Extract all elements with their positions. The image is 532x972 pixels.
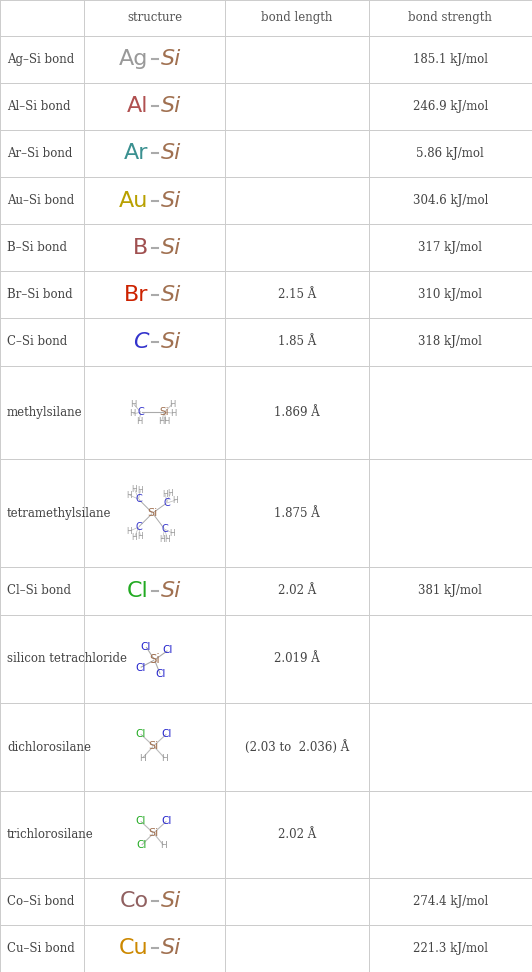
Text: bond length: bond length xyxy=(261,12,332,24)
Text: Cl: Cl xyxy=(135,663,145,673)
Text: 381 kJ/mol: 381 kJ/mol xyxy=(418,584,483,598)
Text: dichlorosilane: dichlorosilane xyxy=(7,741,91,753)
Text: H: H xyxy=(159,417,165,426)
Text: structure: structure xyxy=(127,12,182,24)
Text: Si: Si xyxy=(149,653,160,667)
Text: H: H xyxy=(138,486,144,495)
Text: H: H xyxy=(173,496,178,504)
Text: 5.86 kJ/mol: 5.86 kJ/mol xyxy=(417,147,484,160)
Text: bond strength: bond strength xyxy=(409,12,492,24)
Text: B: B xyxy=(134,238,148,258)
Text: H: H xyxy=(160,841,167,850)
Text: Cl–Si bond: Cl–Si bond xyxy=(7,584,71,598)
Text: H: H xyxy=(139,753,146,762)
Text: Si: Si xyxy=(161,938,181,958)
Text: 2.02 Å: 2.02 Å xyxy=(278,584,316,598)
Text: 185.1 kJ/mol: 185.1 kJ/mol xyxy=(413,52,488,66)
Text: C: C xyxy=(135,494,142,504)
Text: Si: Si xyxy=(161,331,181,352)
Text: Cl: Cl xyxy=(136,840,147,850)
Text: Co–Si bond: Co–Si bond xyxy=(7,895,74,908)
Text: Br: Br xyxy=(124,285,148,305)
Text: 221.3 kJ/mol: 221.3 kJ/mol xyxy=(413,942,488,955)
Text: Si: Si xyxy=(160,407,169,417)
Text: H: H xyxy=(163,417,169,426)
Text: Ag: Ag xyxy=(119,50,148,69)
Text: Si: Si xyxy=(161,50,181,69)
Text: Cl: Cl xyxy=(127,581,148,601)
Text: Si: Si xyxy=(161,581,181,601)
Text: Cl: Cl xyxy=(161,729,172,739)
Text: 1.875 Å: 1.875 Å xyxy=(274,506,320,520)
Text: (2.03 to  2.036) Å: (2.03 to 2.036) Å xyxy=(245,740,349,754)
Text: silicon tetrachloride: silicon tetrachloride xyxy=(7,652,127,666)
Text: H: H xyxy=(138,532,144,540)
Text: C: C xyxy=(133,331,148,352)
Text: Cl: Cl xyxy=(135,729,146,739)
Text: H: H xyxy=(163,490,169,499)
Text: Cu–Si bond: Cu–Si bond xyxy=(7,942,75,955)
Text: H: H xyxy=(169,399,176,408)
Text: Au–Si bond: Au–Si bond xyxy=(7,194,74,207)
Text: 2.15 Å: 2.15 Å xyxy=(278,289,316,301)
Text: Ar–Si bond: Ar–Si bond xyxy=(7,147,72,160)
Text: methylsilane: methylsilane xyxy=(7,405,82,419)
Text: Si: Si xyxy=(161,96,181,117)
Text: 1.85 Å: 1.85 Å xyxy=(278,335,316,348)
Text: H: H xyxy=(127,491,132,500)
Text: C: C xyxy=(161,524,168,535)
Text: 2.02 Å: 2.02 Å xyxy=(278,828,316,841)
Text: Cu: Cu xyxy=(119,938,148,958)
Text: 317 kJ/mol: 317 kJ/mol xyxy=(418,241,483,254)
Text: Co: Co xyxy=(119,891,148,912)
Text: H: H xyxy=(132,533,137,541)
Text: H: H xyxy=(130,399,137,408)
Text: Ag–Si bond: Ag–Si bond xyxy=(7,52,74,66)
Text: H: H xyxy=(161,753,168,762)
Text: Si: Si xyxy=(161,144,181,163)
Text: Cl: Cl xyxy=(161,816,172,826)
Text: H: H xyxy=(170,408,177,418)
Text: H: H xyxy=(130,409,136,419)
Text: H: H xyxy=(165,535,170,543)
Text: H: H xyxy=(127,527,132,536)
Text: Si: Si xyxy=(161,891,181,912)
Text: H: H xyxy=(136,417,142,426)
Text: B–Si bond: B–Si bond xyxy=(7,241,67,254)
Text: Cl: Cl xyxy=(141,642,151,651)
Text: Br–Si bond: Br–Si bond xyxy=(7,289,73,301)
Text: C–Si bond: C–Si bond xyxy=(7,335,67,348)
Text: Au: Au xyxy=(119,191,148,211)
Text: Cl: Cl xyxy=(163,645,173,655)
Text: 2.019 Å: 2.019 Å xyxy=(274,652,320,666)
Text: C: C xyxy=(135,522,142,532)
Text: 304.6 kJ/mol: 304.6 kJ/mol xyxy=(413,194,488,207)
Text: Si: Si xyxy=(161,238,181,258)
Text: H: H xyxy=(170,529,176,538)
Text: 310 kJ/mol: 310 kJ/mol xyxy=(418,289,483,301)
Text: 274.4 kJ/mol: 274.4 kJ/mol xyxy=(413,895,488,908)
Text: Si: Si xyxy=(147,508,157,518)
Text: 318 kJ/mol: 318 kJ/mol xyxy=(418,335,483,348)
Text: C: C xyxy=(163,498,170,508)
Text: C: C xyxy=(137,407,144,417)
Text: Si: Si xyxy=(161,285,181,305)
Text: trichlorosilane: trichlorosilane xyxy=(7,828,94,841)
Text: Ar: Ar xyxy=(124,144,148,163)
Text: 1.869 Å: 1.869 Å xyxy=(274,405,320,419)
Text: Cl: Cl xyxy=(135,816,146,826)
Text: tetramethylsilane: tetramethylsilane xyxy=(7,506,112,520)
Text: H: H xyxy=(168,489,173,498)
Text: Si: Si xyxy=(148,741,159,751)
Text: 246.9 kJ/mol: 246.9 kJ/mol xyxy=(413,100,488,113)
Text: Al–Si bond: Al–Si bond xyxy=(7,100,71,113)
Text: Al: Al xyxy=(127,96,148,117)
Text: H: H xyxy=(160,535,165,543)
Text: H: H xyxy=(132,485,137,494)
Text: Cl: Cl xyxy=(155,669,165,679)
Text: Si: Si xyxy=(148,828,159,838)
Text: Si: Si xyxy=(161,191,181,211)
